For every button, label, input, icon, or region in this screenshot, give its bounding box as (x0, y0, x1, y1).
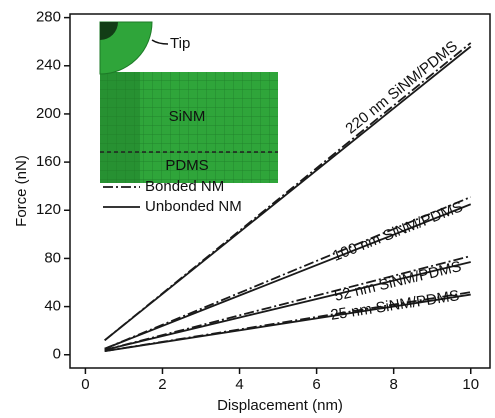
y-tick-label: 40 (44, 298, 61, 315)
x-tick-label: 6 (312, 376, 320, 393)
x-tick-label: 2 (158, 376, 166, 393)
inset: Tip SiNM PDMS (99, 21, 278, 183)
y-tick-label: 280 (36, 9, 61, 26)
substrate-label: PDMS (165, 157, 208, 174)
x-tick-label: 0 (81, 376, 89, 393)
series-label: 100 nm SiNM/PDMS (330, 198, 465, 265)
legend-label: Bonded NM (145, 178, 224, 195)
y-tick-label: 80 (44, 249, 61, 266)
tip-core (100, 22, 118, 40)
y-tick-label: 240 (36, 57, 61, 74)
tip-leader (151, 39, 169, 45)
tip-shape (99, 21, 153, 75)
legend-label: Unbonded NM (145, 198, 242, 215)
x-axis-label: Displacement (nm) (217, 397, 343, 414)
mesh-dense (100, 72, 140, 183)
series-label: 220 nm SiNM/PDMS (342, 38, 461, 138)
series-line (104, 255, 471, 351)
series-line (104, 261, 471, 351)
y-tick-label: 200 (36, 105, 61, 122)
plot-frame (69, 13, 491, 369)
y-tick-label: 120 (36, 201, 61, 218)
tip-label: Tip (170, 35, 190, 52)
series-line (104, 196, 472, 350)
y-tick-label: 160 (36, 153, 61, 170)
series-line (104, 203, 472, 350)
y-axis-label: Force (nN) (13, 155, 30, 227)
x-tick-label: 10 (462, 376, 479, 393)
x-tick-label: 4 (235, 376, 243, 393)
y-tick-label: 0 (53, 346, 61, 363)
x-tick-label: 8 (389, 376, 397, 393)
film-label: SiNM (169, 108, 206, 125)
series-line (104, 293, 471, 353)
series-line (104, 45, 472, 342)
